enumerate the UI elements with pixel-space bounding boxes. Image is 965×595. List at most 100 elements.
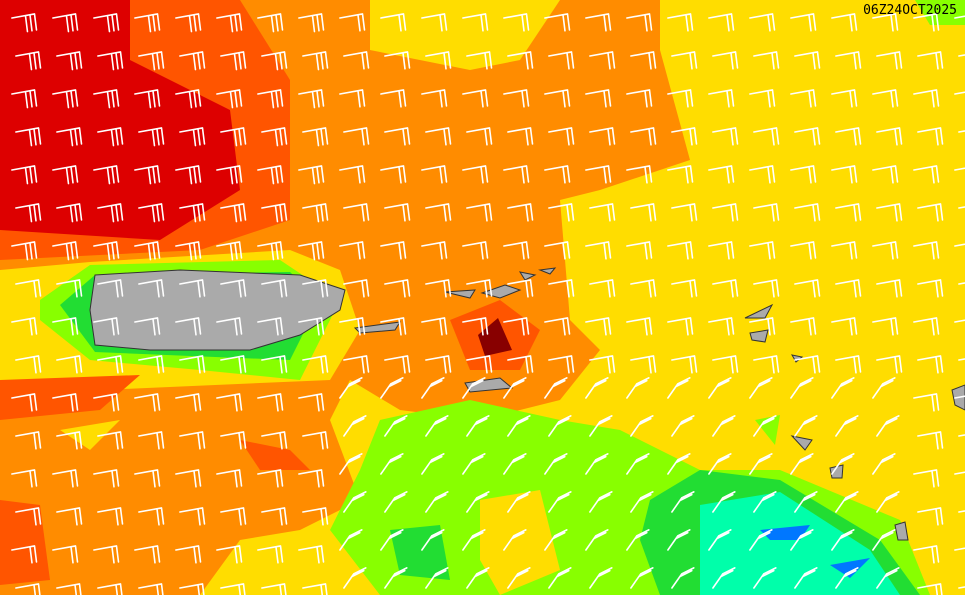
wind-barb-icon: [626, 453, 650, 475]
region-yellow-south: [480, 490, 560, 595]
wind-barb-icon: [175, 241, 202, 261]
wind-barb-icon: [749, 13, 776, 32]
wind-barb-icon: [138, 127, 165, 147]
wind-barb-icon: [876, 279, 903, 298]
wind-barb-icon: [257, 469, 284, 488]
wind-barb-icon: [93, 469, 120, 488]
wind-barb-icon: [220, 127, 247, 147]
wind-barb-icon: [958, 510, 965, 513]
wind-barb-icon: [507, 491, 531, 513]
wind-barb-icon: [138, 203, 165, 223]
wind-barb-icon: [790, 377, 814, 399]
wind-barb-icon: [589, 491, 613, 513]
wind-barb-icon: [831, 377, 855, 399]
wind-barb-icon: [712, 51, 739, 70]
wind-barb-icon: [97, 583, 123, 595]
wind-barb-icon: [52, 545, 79, 564]
wind-barb-icon: [753, 279, 780, 298]
wind-barb-icon: [835, 415, 859, 437]
wind-barb-icon: [954, 395, 965, 399]
wind-barb-icon: [380, 165, 407, 184]
wind-barb-icon: [585, 165, 612, 184]
region-orange-red-sw2: [0, 500, 50, 585]
wind-barb-icon: [544, 377, 568, 399]
wind-barb-icon: [958, 206, 965, 209]
wind-barb-icon: [343, 127, 370, 146]
wind-barb-icon: [11, 317, 38, 336]
wind-barb-icon: [712, 567, 736, 589]
wind-barb-icon: [257, 241, 284, 261]
wind-barb-icon: [913, 89, 940, 108]
wind-barb-icon: [507, 127, 534, 146]
wind-barb-icon: [261, 583, 287, 595]
wind-barb-icon: [220, 507, 247, 526]
wind-barb-icon: [93, 317, 120, 336]
wind-barb-icon: [261, 431, 288, 450]
wind-barb-icon: [671, 355, 698, 374]
wind-barb-icon: [548, 203, 575, 222]
wind-barb-icon: [134, 13, 161, 33]
timestamp-label: 06Z24OCT2025: [863, 3, 957, 18]
wind-barb-icon: [831, 13, 858, 32]
wind-barb-icon: [343, 279, 370, 298]
wind-barb-icon: [462, 241, 489, 260]
wind-barb-icon: [589, 203, 616, 222]
wind-barb-icon: [298, 545, 325, 564]
wind-barb-icon: [790, 165, 817, 184]
wind-barb-icon: [257, 317, 284, 336]
wind-barb-icon: [302, 203, 329, 223]
wind-barb-icon: [876, 355, 903, 374]
wind-barb-icon: [302, 431, 329, 450]
wind-barb-icon: [97, 431, 124, 450]
wind-barb-icon: [954, 319, 965, 323]
wind-barb-icon: [589, 279, 616, 298]
wind-barb-icon: [339, 377, 363, 399]
wind-barb-icon: [589, 355, 616, 374]
wind-barb-icon: [548, 51, 575, 70]
wind-barb-icon: [261, 279, 288, 298]
wind-barb-icon: [630, 355, 657, 374]
wind-barb-icon: [257, 13, 284, 33]
wind-barb-icon: [753, 51, 780, 70]
wind-barb-icon: [15, 279, 42, 298]
wind-barb-icon: [298, 165, 325, 185]
wind-barb-icon: [384, 415, 408, 437]
wind-barb-icon: [298, 317, 325, 336]
wind-barb-icon: [548, 491, 572, 513]
wind-barb-icon: [134, 89, 161, 109]
wind-barb-icon: [831, 165, 858, 184]
region-blue-1: [760, 525, 810, 540]
wind-barb-icon: [462, 453, 486, 475]
wind-barb-icon: [753, 415, 777, 437]
wind-barb-icon: [667, 377, 691, 399]
wind-barb-icon: [835, 355, 862, 374]
wind-barb-icon: [466, 279, 493, 298]
wind-barb-icon: [302, 51, 329, 71]
wind-barb-icon: [261, 127, 288, 147]
wind-barb-icon: [913, 545, 940, 564]
wind-barb-icon: [97, 51, 124, 71]
wind-barb-icon: [380, 529, 404, 551]
wind-barb-icon: [585, 241, 612, 260]
wind-barb-icon: [425, 51, 452, 70]
wind-barb-icon: [626, 317, 653, 336]
wind-barb-icon: [138, 431, 165, 450]
wind-barb-icon: [917, 583, 943, 595]
wind-barb-icon: [749, 529, 773, 551]
wind-barb-icon: [216, 469, 243, 488]
wind-barb-icon: [835, 51, 862, 70]
wind-barb-icon: [15, 51, 42, 71]
wind-barb-icon: [954, 471, 965, 475]
wind-barb-icon: [749, 241, 776, 260]
wind-barb-icon: [175, 469, 202, 488]
wind-barb-icon: [179, 431, 206, 450]
wind-barb-icon: [876, 415, 900, 437]
wind-barb-icon: [790, 453, 814, 475]
wind-barb-icon: [421, 165, 448, 184]
wind-barb-icon: [175, 165, 202, 185]
wind-barb-icon: [671, 491, 695, 513]
wind-barb-icon: [544, 241, 571, 260]
wind-barb-icon: [589, 415, 613, 437]
wind-barb-icon: [93, 241, 120, 261]
